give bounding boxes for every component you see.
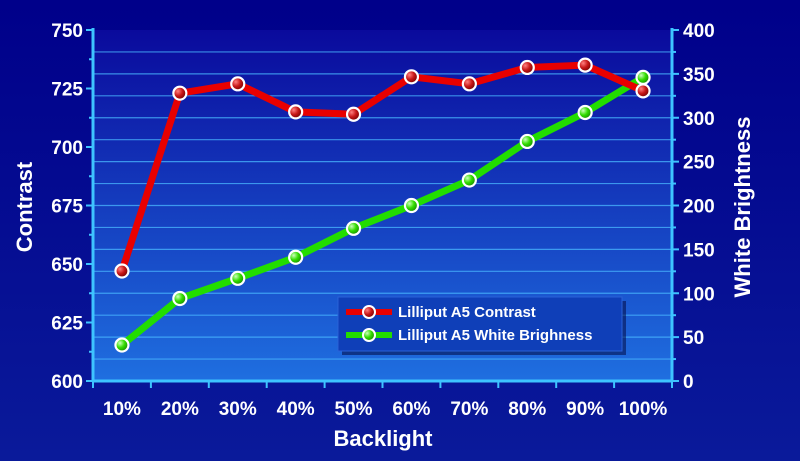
series-group bbox=[114, 57, 651, 353]
y2-tick-label: 50 bbox=[683, 328, 704, 349]
y2-tick-label: 150 bbox=[683, 240, 715, 261]
x-tick-label: 30% bbox=[219, 399, 257, 420]
data-point-contrast bbox=[172, 85, 188, 101]
data-point-contrast bbox=[519, 59, 535, 76]
data-point-brightness bbox=[461, 172, 477, 188]
y2-tick-label: 100 bbox=[683, 284, 715, 305]
data-point-brightness bbox=[114, 337, 130, 353]
data-point-contrast bbox=[635, 83, 651, 99]
data-point-brightness bbox=[577, 104, 593, 121]
y2-tick-label: 300 bbox=[683, 109, 715, 130]
y-axis-title: Contrast bbox=[12, 161, 37, 252]
y2-axis-title: White Brightness bbox=[730, 117, 755, 298]
data-point-brightness bbox=[288, 249, 304, 265]
x-tick-label: 70% bbox=[450, 399, 488, 420]
y-tick-label: 750 bbox=[51, 21, 83, 42]
x-tick-label: 50% bbox=[335, 399, 373, 420]
x-axis-title: Backlight bbox=[333, 426, 433, 451]
data-point-contrast bbox=[403, 69, 420, 85]
x-tick-label: 90% bbox=[566, 399, 604, 420]
right-ticks: 0 50 100 150 200 250 300 350 400 bbox=[672, 21, 715, 393]
legend-brightness-marker bbox=[362, 328, 376, 342]
data-point-brightness bbox=[519, 133, 535, 150]
y-tick-label: 675 bbox=[51, 197, 83, 218]
data-point-contrast bbox=[461, 76, 477, 92]
x-ticks: 10% 20% 30% 40% 50% 60% 70% 80% 90% 100% bbox=[92, 381, 673, 420]
x-tick-label: 20% bbox=[161, 399, 199, 420]
data-point-contrast bbox=[577, 57, 593, 73]
legend: Lilliput A5 Contrast Lilliput A5 White B… bbox=[337, 296, 626, 355]
x-tick-label: 80% bbox=[508, 399, 546, 420]
y2-tick-label: 0 bbox=[683, 372, 694, 393]
x-tick-label: 10% bbox=[103, 399, 141, 420]
series-line-brightness bbox=[118, 73, 647, 349]
x-tick-label: 40% bbox=[277, 399, 315, 420]
data-point-brightness bbox=[403, 197, 420, 214]
y-tick-label: 700 bbox=[51, 138, 83, 159]
grid-lines bbox=[93, 51, 672, 360]
legend-brightness-label: Lilliput A5 White Brighness bbox=[398, 327, 592, 344]
y2-tick-label: 350 bbox=[683, 65, 715, 86]
y-tick-label: 650 bbox=[51, 255, 83, 276]
legend-box bbox=[337, 296, 623, 352]
data-point-brightness bbox=[635, 69, 651, 85]
data-point-contrast bbox=[345, 106, 362, 122]
data-point-contrast bbox=[114, 263, 130, 279]
left-ticks: 600 625 650 675 700 725 750 bbox=[51, 21, 93, 393]
legend-contrast-label: Lilliput A5 Contrast bbox=[398, 304, 536, 321]
y2-tick-label: 250 bbox=[683, 153, 715, 174]
data-point-contrast bbox=[288, 104, 304, 120]
legend-contrast-marker bbox=[362, 305, 376, 319]
series-line-contrast bbox=[118, 61, 647, 275]
data-point-brightness bbox=[345, 220, 362, 236]
y-tick-label: 600 bbox=[51, 372, 83, 393]
y-tick-label: 625 bbox=[51, 314, 83, 335]
x-tick-label: 60% bbox=[392, 399, 430, 420]
y2-tick-label: 200 bbox=[683, 197, 715, 218]
y2-tick-label: 400 bbox=[683, 21, 715, 42]
data-point-brightness bbox=[172, 290, 188, 307]
y-tick-label: 725 bbox=[51, 80, 83, 101]
x-tick-label: 100% bbox=[619, 399, 668, 420]
data-point-brightness bbox=[230, 270, 246, 286]
data-point-contrast bbox=[230, 76, 246, 92]
